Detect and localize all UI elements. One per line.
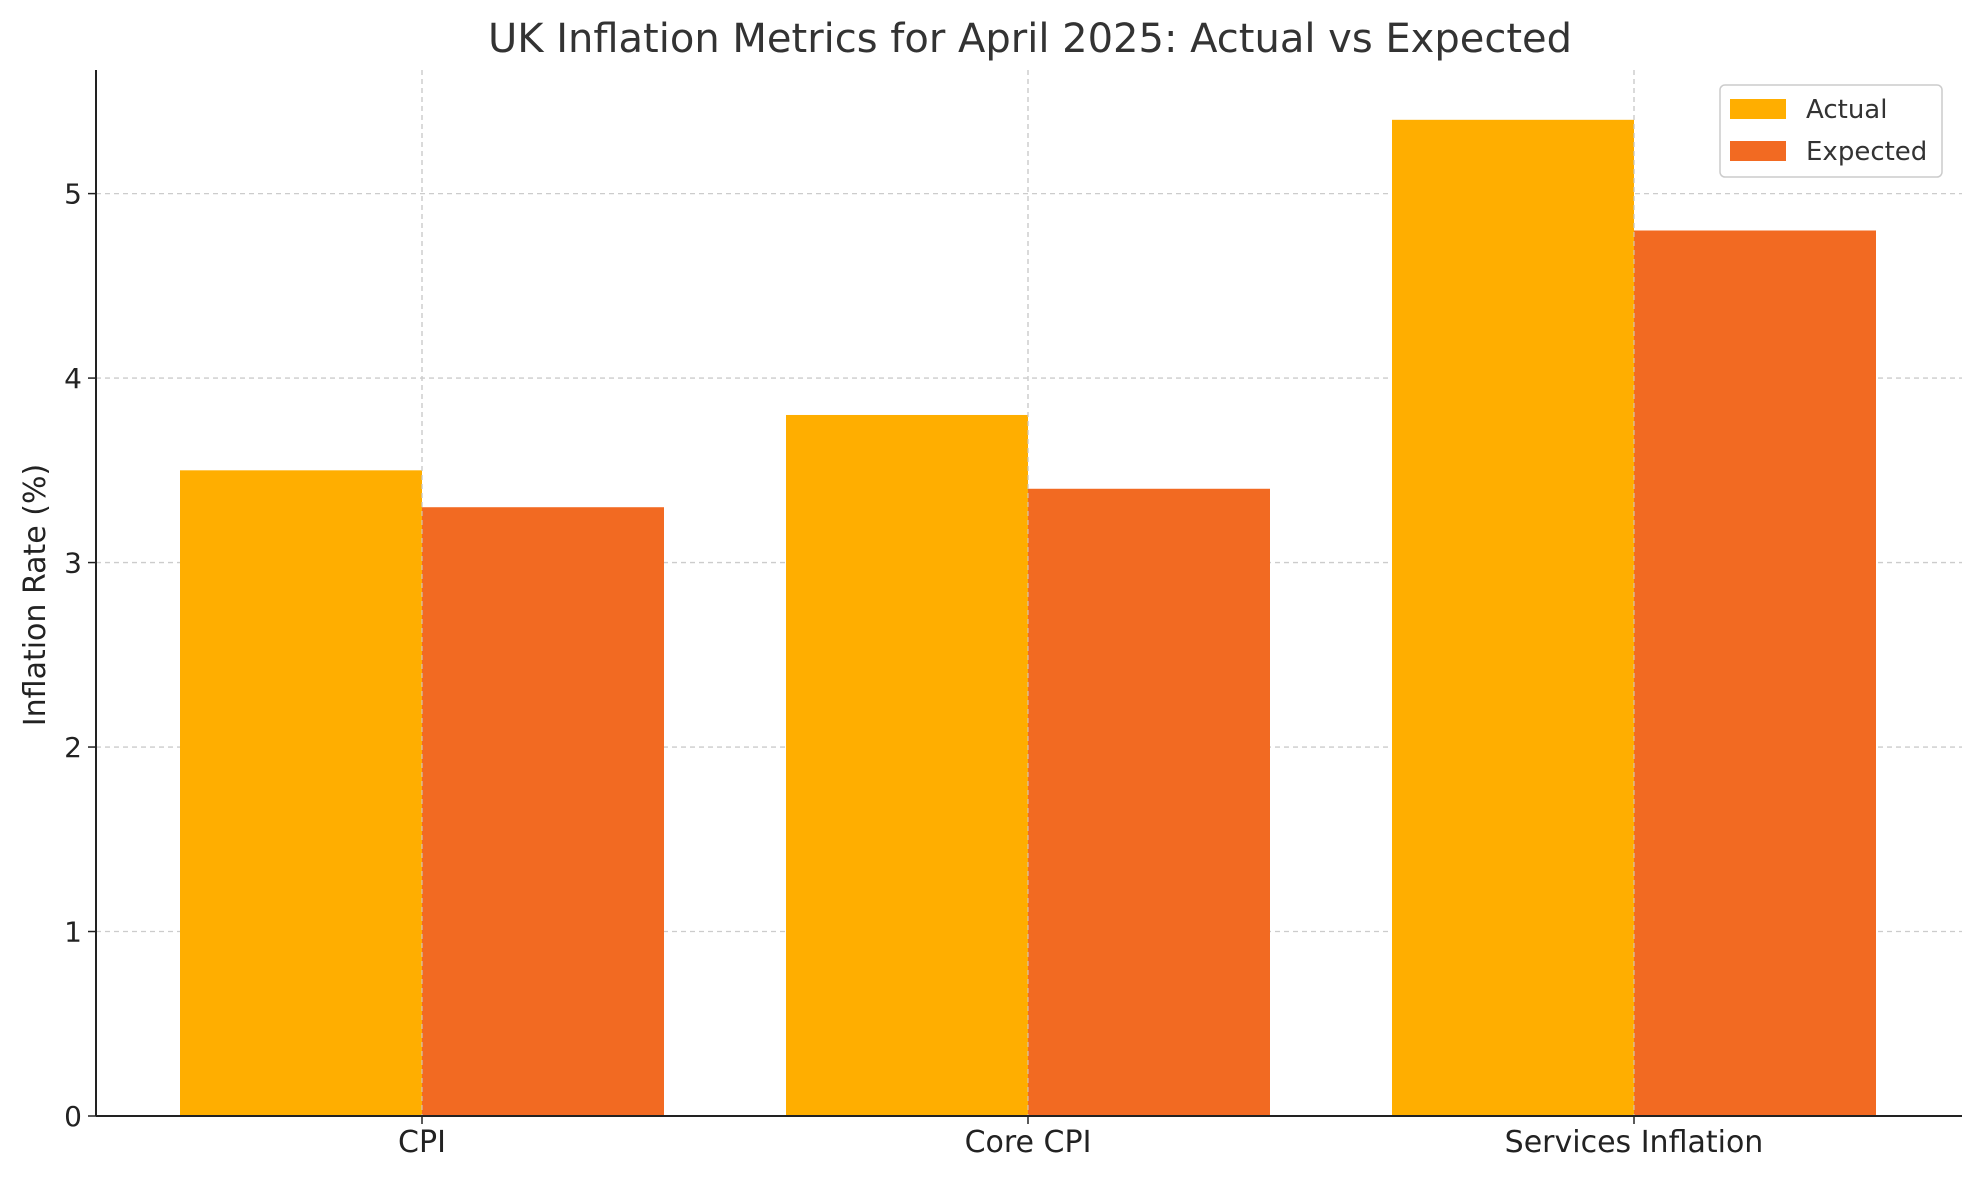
axes	[95, 70, 1962, 1117]
bar-actual-services-inflation	[1392, 119, 1634, 1117]
x-tick-label: Core CPI	[965, 1125, 1092, 1160]
y-tick-label: 1	[64, 916, 82, 949]
bar-expected-core-cpi	[1028, 488, 1270, 1117]
tick-labels: 0 1 2 3 4 5 CPI Core CPI Services Inflation	[64, 178, 1763, 1160]
bars	[180, 70, 1876, 1117]
legend-swatch-actual	[1730, 99, 1786, 119]
y-tick-label: 2	[64, 731, 82, 764]
y-axis-label: Inflation Rate (%)	[18, 464, 53, 726]
legend-label-actual: Actual	[1806, 95, 1887, 125]
y-tick-label: 3	[64, 547, 82, 580]
chart-title: UK Inflation Metrics for April 2025: Act…	[488, 16, 1572, 62]
legend: Actual Expected	[1719, 84, 1943, 178]
y-tick-label: 4	[64, 362, 82, 395]
x-tick-label: Services Inflation	[1505, 1125, 1764, 1160]
legend-label-expected: Expected	[1806, 137, 1927, 167]
legend-swatch-expected	[1730, 141, 1786, 161]
y-tick-label: 0	[64, 1100, 82, 1133]
bar-actual-core-cpi	[786, 414, 1028, 1117]
bar-actual-cpi	[180, 470, 422, 1116]
bar-expected-cpi	[422, 507, 664, 1116]
x-tick-label: CPI	[398, 1125, 446, 1160]
y-tick-label: 5	[64, 178, 82, 211]
bar-expected-services-inflation	[1634, 230, 1876, 1116]
